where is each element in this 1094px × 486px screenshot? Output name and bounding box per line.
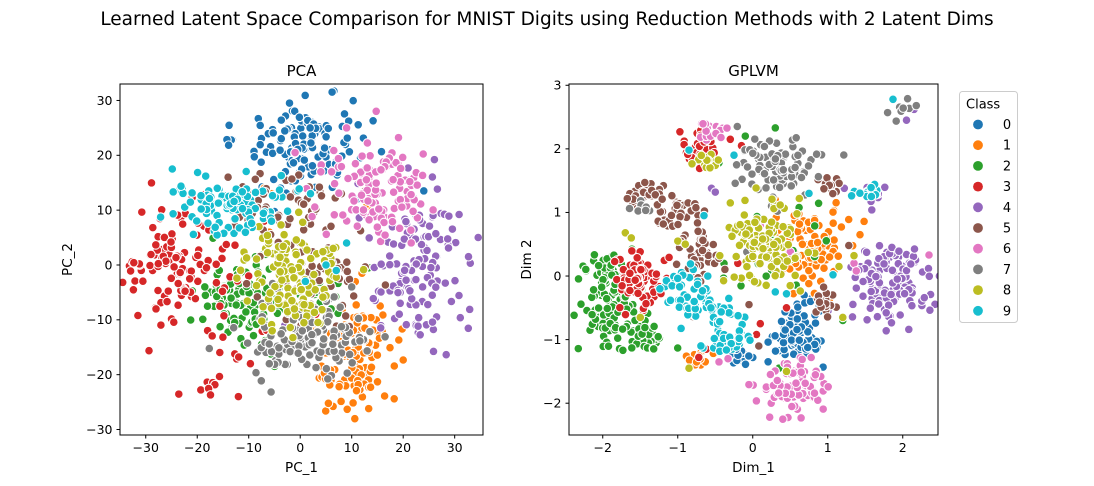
legend-marker <box>973 285 983 295</box>
legend-entry-class-1: 1 <box>973 139 1011 154</box>
x-tick-label: 2 <box>899 440 907 455</box>
legend-label: 2 <box>1003 159 1011 174</box>
legend-entry-class-8: 8 <box>973 284 1011 299</box>
series-class-7 <box>204 278 390 397</box>
x-tick-label: 0 <box>296 440 304 455</box>
pca-y-axis-label: PC_2 <box>60 243 76 276</box>
series-class-6 <box>290 106 438 248</box>
legend-marker <box>973 264 983 275</box>
x-tick-label: −1 <box>669 440 687 455</box>
legend-label: 0 <box>1003 118 1011 133</box>
y-tick-label: −10 <box>86 312 112 327</box>
x-tick-label: −20 <box>184 440 210 455</box>
y-tick-label: 2 <box>554 141 562 156</box>
legend-label: 5 <box>1003 222 1011 237</box>
gplvm-scatter-points <box>569 93 938 425</box>
y-tick-label: −1 <box>543 332 561 347</box>
legend-entries: 0 1 2 3 4 5 6 7 8 9 <box>973 118 1011 319</box>
series-class-0 <box>725 284 828 372</box>
y-tick-label: 3 <box>554 78 562 93</box>
legend-entry-class-3: 3 <box>973 180 1011 195</box>
x-tick-label: −30 <box>133 440 159 455</box>
legend-label: 4 <box>1003 201 1011 216</box>
y-tick-label: 0 <box>105 257 113 272</box>
legend-marker <box>973 243 983 254</box>
x-tick-label: 1 <box>824 440 832 455</box>
series-class-9 <box>655 94 898 357</box>
pca-scatter-points <box>120 86 483 424</box>
class-legend: Class 0 1 2 3 4 5 6 7 8 9 <box>959 91 1018 323</box>
pca-x-axis-label: PC_1 <box>285 460 318 476</box>
legend-entry-class-6: 6 <box>973 242 1011 257</box>
legend-label: 7 <box>1003 263 1011 278</box>
legend-label: 3 <box>1003 180 1011 195</box>
gplvm-y-axis-label: Dim 2 <box>519 239 535 279</box>
legend-marker <box>973 181 983 192</box>
y-tick-label: 10 <box>97 202 113 217</box>
panel-gplvm: GPLVM −2 −1 0 1 2 −2 −1 0 1 2 3 Dim_1 Dim 2 <box>519 62 939 476</box>
legend-marker <box>973 161 983 171</box>
pca-axis-ticks: −30 −20 −10 0 10 20 30 −30 −20 −10 0 10 20 30 <box>86 93 463 455</box>
legend-label: 1 <box>1003 139 1011 154</box>
pca-axes-frame <box>119 83 484 436</box>
gplvm-x-axis-label: Dim_1 <box>732 460 775 476</box>
legend-label: 6 <box>1003 242 1011 257</box>
legend-marker <box>973 119 983 130</box>
legend-marker <box>973 305 983 316</box>
series-class-9 <box>155 164 352 287</box>
panel-pca: PCA −30 −20 −10 0 10 20 30 −30 −20 −10 0 10 20 30 PC_… <box>60 62 484 476</box>
series-class-3 <box>609 122 792 363</box>
y-tick-label: −20 <box>86 367 112 382</box>
series-class-4 <box>279 154 483 360</box>
legend-entry-class-0: 0 <box>973 118 1011 133</box>
legend-marker <box>973 223 983 233</box>
legend-title: Class <box>966 98 1000 113</box>
legend-marker <box>973 202 983 213</box>
y-tick-label: 0 <box>554 268 562 283</box>
legend-box <box>959 91 1018 323</box>
series-class-8 <box>620 149 859 377</box>
panel-gplvm-title: GPLVM <box>728 62 779 80</box>
y-tick-label: −30 <box>86 422 112 437</box>
x-tick-label: 0 <box>749 440 757 455</box>
gplvm-axes-frame <box>568 83 939 436</box>
x-tick-label: 20 <box>395 440 411 455</box>
x-tick-label: 30 <box>447 440 463 455</box>
x-tick-label: 10 <box>344 440 360 455</box>
y-tick-label: 30 <box>97 93 113 108</box>
figure-title: Learned Latent Space Comparison for MNIS… <box>100 9 993 30</box>
legend-entry-class-2: 2 <box>973 159 1011 174</box>
legend-entry-class-5: 5 <box>973 222 1011 237</box>
legend-label: 9 <box>1003 304 1011 319</box>
legend-marker <box>973 140 983 151</box>
panel-pca-title: PCA <box>287 62 318 80</box>
legend-entry-class-9: 9 <box>973 304 1011 319</box>
y-tick-label: 1 <box>554 205 562 220</box>
y-tick-label: 20 <box>97 148 113 163</box>
x-tick-label: −2 <box>594 440 612 455</box>
legend-entry-class-4: 4 <box>973 201 1011 216</box>
gplvm-axis-ticks: −2 −1 0 1 2 −2 −1 0 1 2 3 <box>543 78 907 455</box>
legend-label: 8 <box>1003 284 1011 299</box>
y-tick-label: −2 <box>543 396 561 411</box>
legend-entry-class-7: 7 <box>973 263 1011 278</box>
x-tick-label: −10 <box>236 440 262 455</box>
